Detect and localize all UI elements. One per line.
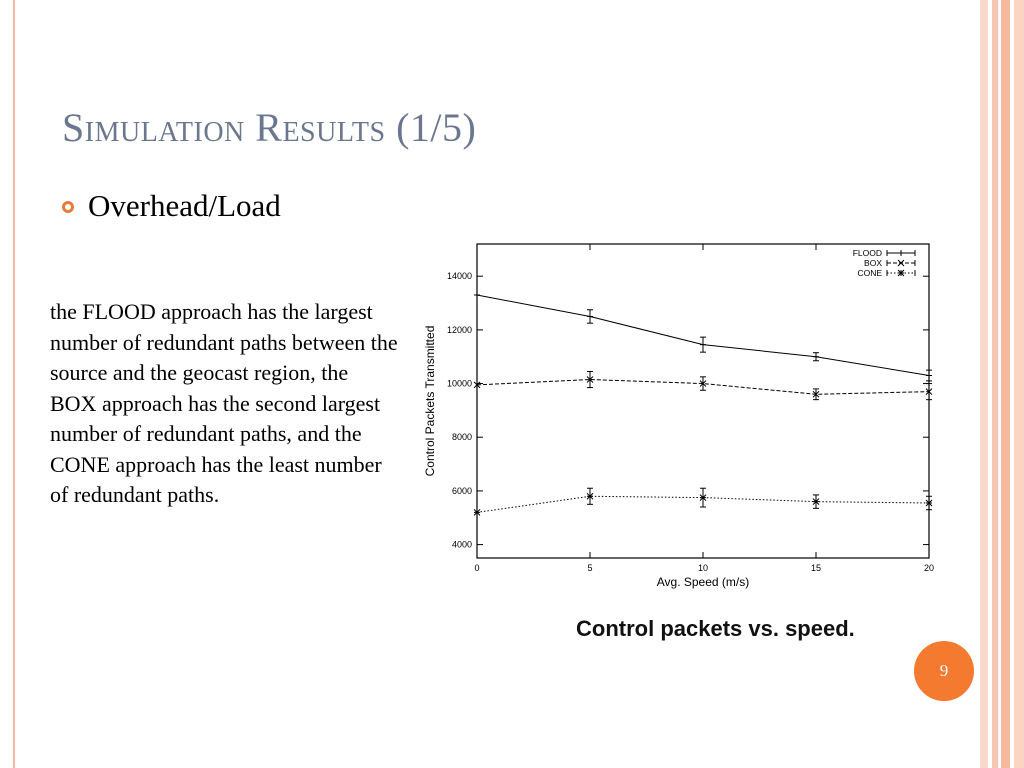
data-point-box — [473, 381, 481, 389]
legend-label-flood: FLOOD — [853, 248, 882, 258]
page-number: 9 — [939, 661, 949, 680]
series-layer — [473, 291, 933, 516]
data-point-box — [699, 380, 707, 387]
legend-marker-box — [897, 259, 905, 267]
y-axis-ticks: 4000 6000 8000 10000 12000 14000 — [447, 271, 929, 550]
series-flood — [474, 291, 932, 382]
legend-label-cone: CONE — [857, 268, 882, 278]
x-tick-label: 0 — [474, 563, 479, 573]
bullet-item: Overhead/Load — [62, 188, 281, 224]
x-axis-label: Avg. Speed (m/s) — [657, 575, 749, 589]
slide-title: Simulation Results (1/5) — [62, 105, 477, 150]
y-tick-label: 10000 — [447, 379, 472, 389]
bullet-label: Overhead/Load — [88, 188, 281, 223]
data-point-box — [586, 376, 594, 383]
hollow-circle-bullet-icon — [62, 201, 74, 213]
series-line-box — [476, 379, 930, 395]
x-axis-ticks: 0 5 10 15 20 — [474, 244, 934, 573]
series-cone — [473, 487, 933, 516]
data-point-cone — [925, 499, 933, 507]
data-point-box — [812, 390, 820, 398]
slide-frame-left — [0, 0, 15, 768]
data-point-cone — [586, 492, 594, 500]
data-point-cone — [812, 498, 820, 505]
y-tick-label: 14000 — [447, 271, 472, 281]
data-point-box — [925, 388, 933, 395]
chart: 4000 6000 8000 10000 12000 14000 0 5 10 15 20 FLO… — [423, 243, 934, 589]
x-tick-label: 5 — [587, 563, 592, 573]
y-axis-label: Control Packets Transmitted — [423, 326, 437, 477]
data-point-cone — [699, 494, 707, 501]
page-number-badge: 9 — [914, 641, 974, 701]
data-point-cone — [473, 509, 481, 516]
y-tick-label: 4000 — [452, 540, 472, 550]
plot-area — [476, 243, 930, 559]
series-box — [473, 370, 933, 401]
x-tick-label: 15 — [811, 563, 821, 573]
x-tick-label: 20 — [924, 563, 934, 573]
x-tick-label: 10 — [698, 563, 708, 573]
y-tick-label: 12000 — [447, 325, 472, 335]
slide-frame-right — [980, 0, 1024, 768]
chart-caption: Control packets vs. speed. — [576, 616, 855, 641]
body-paragraph: the FLOOD approach has the largest numbe… — [50, 299, 398, 507]
y-tick-label: 8000 — [452, 432, 472, 442]
y-tick-label: 6000 — [452, 486, 472, 496]
legend-label-box: BOX — [864, 258, 882, 268]
legend-marker-cone — [897, 269, 905, 277]
